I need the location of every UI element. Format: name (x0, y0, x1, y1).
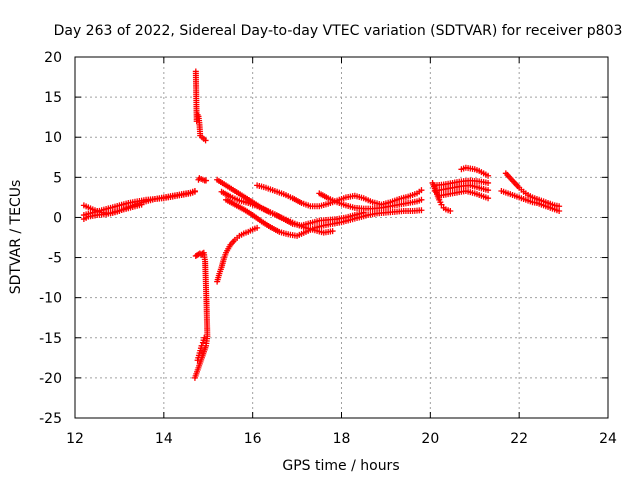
series-burst-mid (195, 175, 210, 184)
y-tick-label: 10 (44, 130, 62, 146)
data-point (138, 201, 145, 208)
data-point (203, 177, 210, 184)
data-point (556, 208, 563, 215)
y-axis-title: SDTVAR / TECUs (8, 180, 24, 295)
data-point (202, 137, 209, 144)
data-point (191, 374, 198, 381)
series-track-l-evening (436, 187, 492, 202)
data-point (438, 201, 445, 208)
series-track-h-afternoon (316, 190, 425, 212)
series-track-f-afternoon (223, 196, 425, 239)
data-point (485, 172, 492, 179)
data-point (485, 195, 492, 202)
x-tick-label: 16 (244, 431, 262, 447)
y-tick-label: 20 (44, 50, 62, 66)
y-tick-label: -15 (39, 331, 62, 347)
x-tick-label: 24 (599, 431, 617, 447)
y-tick-label: -25 (39, 411, 62, 427)
x-tick-label: 22 (510, 431, 528, 447)
data-points (80, 68, 563, 381)
y-tick-label: -10 (39, 291, 62, 307)
series-recovery-rise (214, 224, 261, 285)
data-point (447, 208, 454, 215)
chart-title: Day 263 of 2022, Sidereal Day-to-day VTE… (54, 23, 623, 39)
series-burst-high (192, 68, 209, 144)
x-axis-title: GPS time / hours (282, 458, 399, 474)
series-track-k-evening (431, 182, 492, 194)
y-tick-label: -5 (48, 251, 62, 267)
data-point (485, 179, 492, 186)
y-tick-label: 0 (53, 210, 62, 226)
x-tick-label: 20 (421, 431, 439, 447)
data-point (191, 188, 198, 195)
data-point (198, 342, 205, 349)
series-track-o-late (498, 187, 563, 215)
series-track-m-evening (458, 164, 492, 179)
y-tick-label: 15 (44, 90, 62, 106)
x-tick-label: 12 (66, 431, 84, 447)
data-point (485, 187, 492, 194)
data-point (418, 196, 425, 203)
y-tick-label: -20 (39, 371, 62, 387)
series-track-c-morning (80, 201, 145, 223)
data-point (418, 187, 425, 194)
data-point (329, 228, 336, 235)
axis-ticks: 12 14 16 18 20 22 24 20 15 10 5 0 -5 -10 -15 -20 -25 (39, 50, 617, 447)
series-burst-low (191, 249, 211, 381)
data-point (201, 334, 208, 341)
series-burst-deep (194, 334, 208, 364)
grid (75, 57, 608, 418)
x-tick-label: 18 (333, 431, 351, 447)
x-tick-label: 14 (155, 431, 173, 447)
data-point (418, 207, 425, 214)
data-point (254, 224, 261, 231)
y-tick-label: 5 (53, 170, 62, 186)
